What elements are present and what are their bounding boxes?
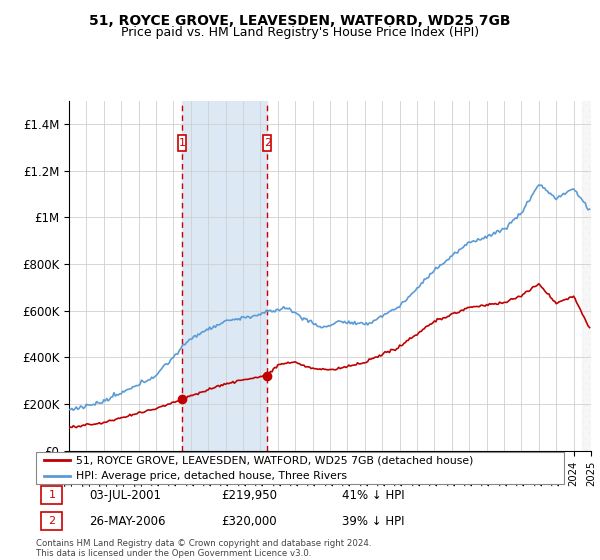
Text: Contains HM Land Registry data © Crown copyright and database right 2024.
This d: Contains HM Land Registry data © Crown c… <box>36 539 371 558</box>
Bar <box>182 101 268 451</box>
Text: 2: 2 <box>48 516 55 526</box>
Text: 51, ROYCE GROVE, LEAVESDEN, WATFORD, WD25 7GB: 51, ROYCE GROVE, LEAVESDEN, WATFORD, WD2… <box>89 14 511 28</box>
Text: £320,000: £320,000 <box>221 515 277 528</box>
FancyBboxPatch shape <box>41 512 62 530</box>
Text: 1: 1 <box>179 138 185 148</box>
FancyBboxPatch shape <box>178 134 186 151</box>
Text: 26-MAY-2006: 26-MAY-2006 <box>89 515 166 528</box>
Text: HPI: Average price, detached house, Three Rivers: HPI: Average price, detached house, Thre… <box>76 472 347 482</box>
Text: £219,950: £219,950 <box>221 488 277 502</box>
Text: 41% ↓ HPI: 41% ↓ HPI <box>342 488 405 502</box>
FancyBboxPatch shape <box>263 134 271 151</box>
Bar <box>582 101 591 451</box>
Text: 03-JUL-2001: 03-JUL-2001 <box>89 488 161 502</box>
Text: 39% ↓ HPI: 39% ↓ HPI <box>342 515 405 528</box>
FancyBboxPatch shape <box>41 486 62 504</box>
Text: Price paid vs. HM Land Registry's House Price Index (HPI): Price paid vs. HM Land Registry's House … <box>121 26 479 39</box>
FancyBboxPatch shape <box>36 452 564 484</box>
Text: 51, ROYCE GROVE, LEAVESDEN, WATFORD, WD25 7GB (detached house): 51, ROYCE GROVE, LEAVESDEN, WATFORD, WD2… <box>76 455 473 465</box>
Text: 1: 1 <box>49 490 55 500</box>
Text: 2: 2 <box>264 138 271 148</box>
